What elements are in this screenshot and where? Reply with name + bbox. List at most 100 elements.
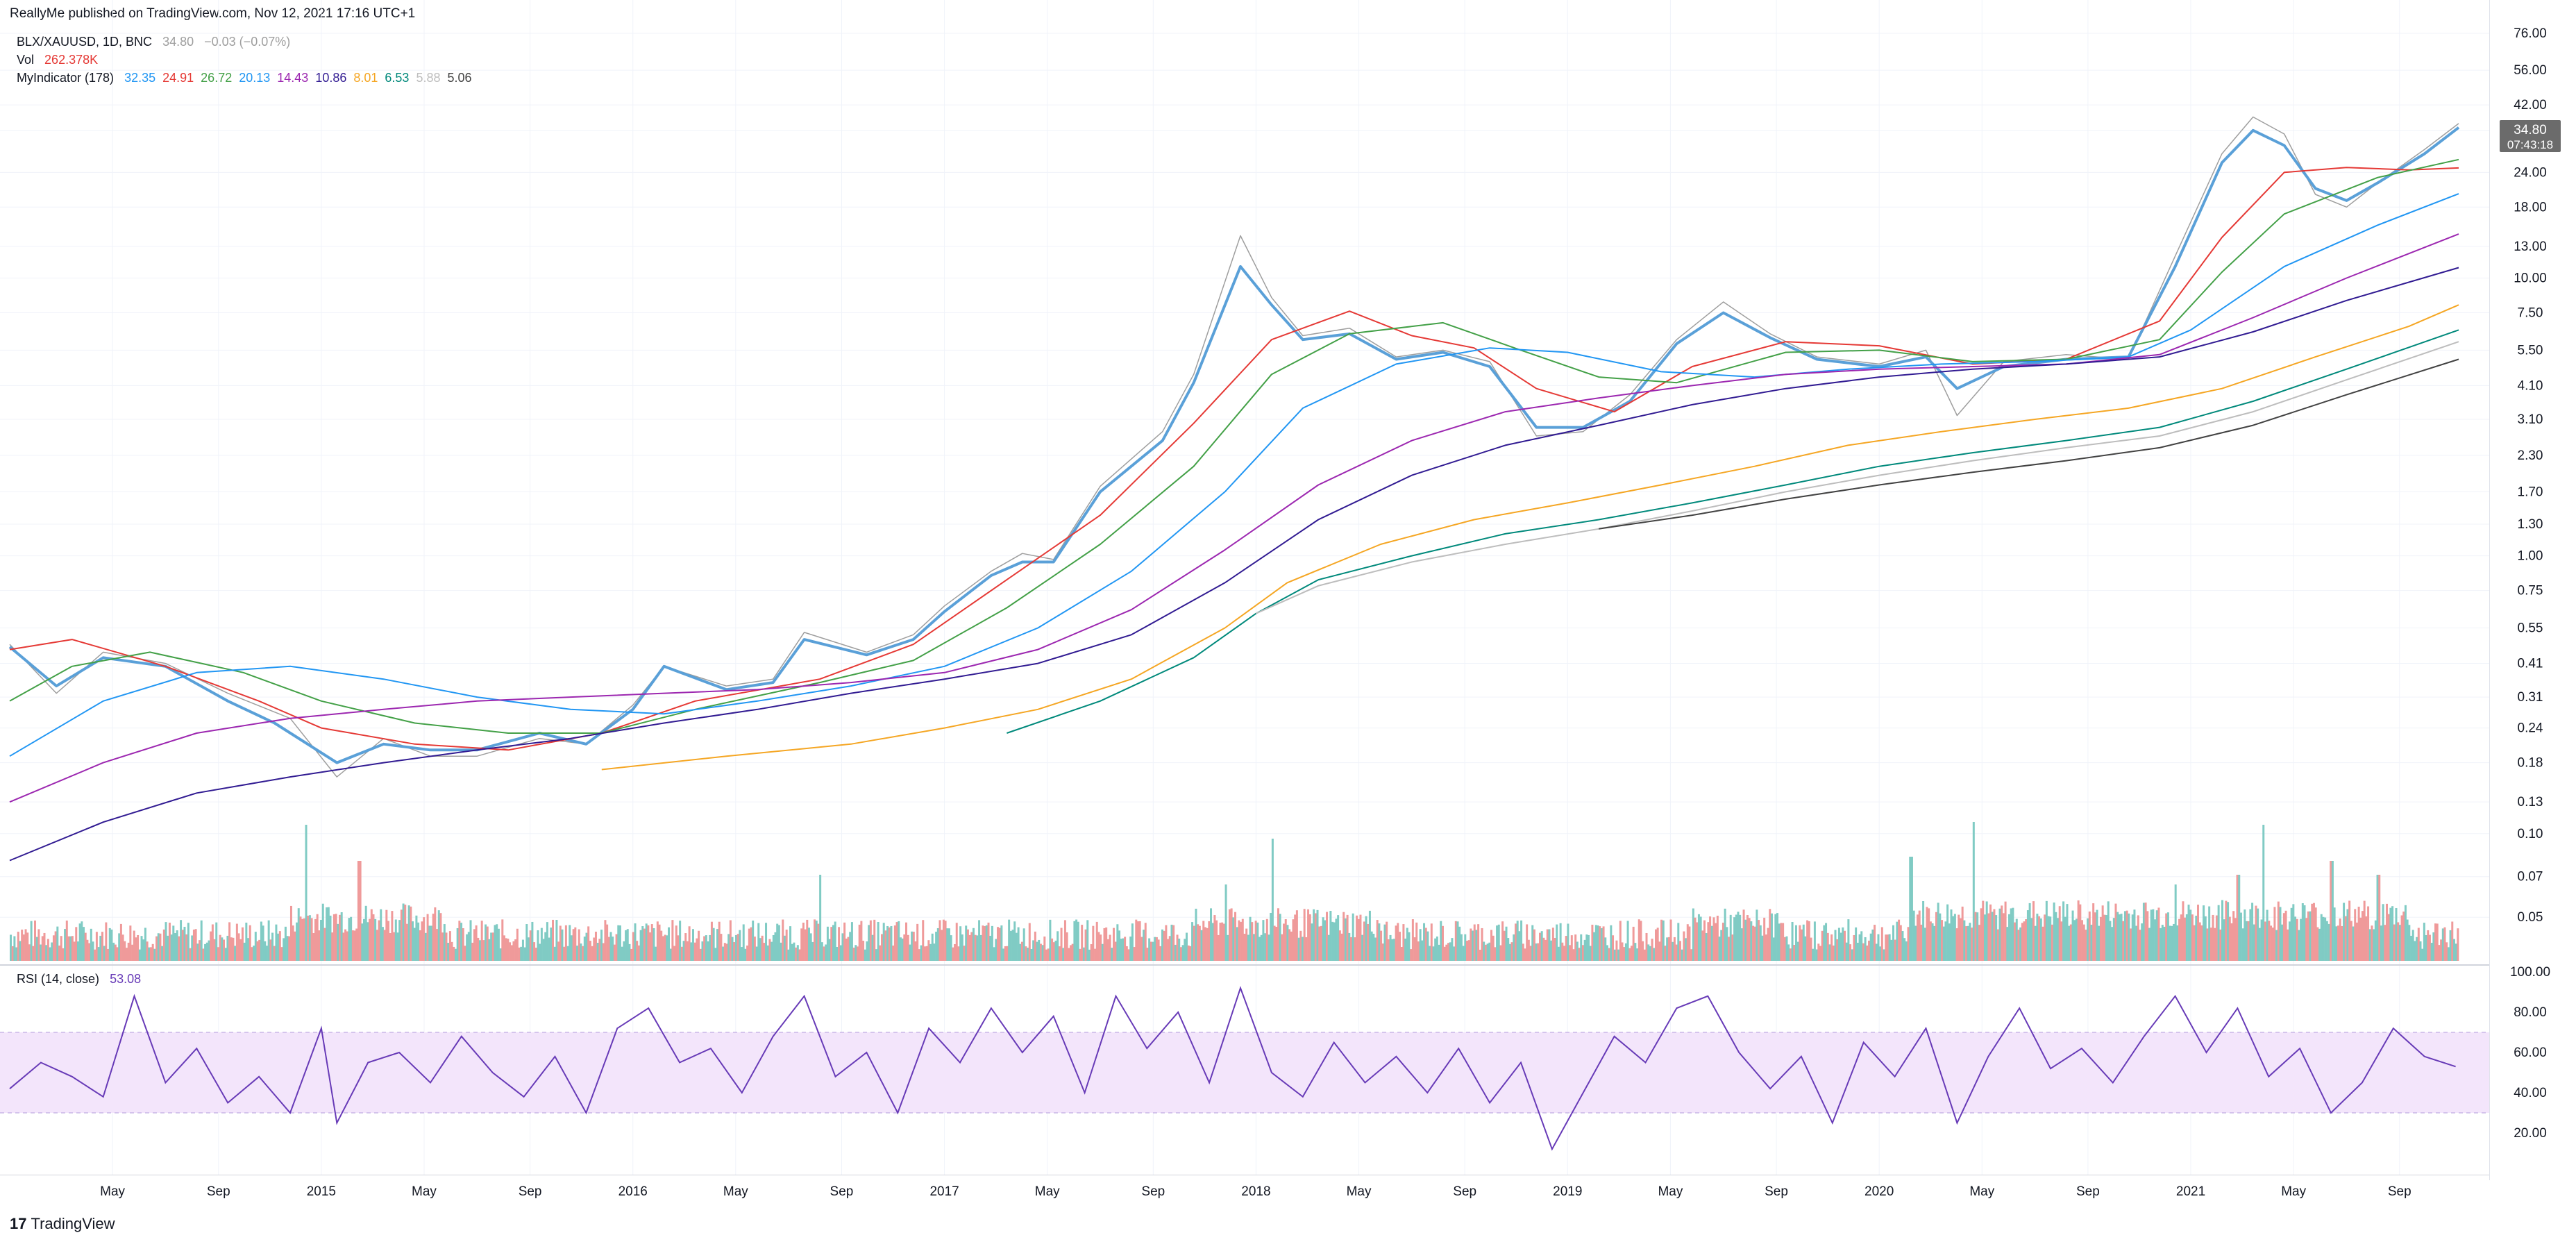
volume-bar <box>54 931 57 961</box>
volume-bar <box>86 939 89 961</box>
volume-bar <box>1186 932 1188 961</box>
volume-bar <box>1518 931 1521 961</box>
volume-bar <box>1885 934 1887 961</box>
volume-bar <box>1572 949 1575 961</box>
volume-bar <box>2314 907 2317 961</box>
volume-bar <box>202 948 205 961</box>
volume-bar <box>326 907 328 961</box>
volume-bar <box>2032 901 2035 961</box>
volume-bar <box>1683 931 1685 961</box>
volume-bar <box>488 939 491 961</box>
volume-bar <box>1392 939 1395 961</box>
tradingview-footer[interactable]: 17 TradingView <box>10 1214 115 1234</box>
volume-bar <box>630 948 633 961</box>
volume-bar <box>877 921 879 961</box>
volume-bar <box>1589 946 1592 961</box>
volume-bar <box>376 930 378 961</box>
volume-bar <box>666 935 668 961</box>
volume-bar <box>1761 935 1764 961</box>
volume-bar <box>1210 908 1213 961</box>
volume-bar <box>1249 916 1252 961</box>
volume-bar <box>1963 920 1966 961</box>
volume-bar <box>194 929 197 961</box>
volume-bar <box>1241 918 1244 961</box>
volume-bar <box>1559 923 1562 961</box>
volume-bar <box>862 940 865 961</box>
volume-bar <box>849 932 852 961</box>
volume-bar <box>2030 918 2033 961</box>
volume-bar <box>1447 943 1450 961</box>
volume-bar <box>1000 925 1003 961</box>
volume-bar <box>963 946 966 961</box>
volume-bar <box>686 941 689 961</box>
volume-bar <box>765 923 768 961</box>
volume-bar <box>2371 925 2373 961</box>
volume-bar <box>979 934 982 961</box>
volume-bar <box>1017 927 1020 961</box>
volume-bar <box>1389 934 1392 961</box>
volume-bar <box>2411 930 2414 961</box>
volume-bar <box>2038 916 2041 961</box>
volume-bar <box>847 937 850 961</box>
volume-bar <box>1157 939 1160 961</box>
volume-bar <box>966 929 969 961</box>
volume-bar <box>705 935 707 961</box>
volume-bar <box>593 937 596 961</box>
volume-bar <box>2103 914 2106 961</box>
volume-bar <box>1724 908 1726 961</box>
volume-bar <box>1507 938 1510 961</box>
volume-bar <box>684 933 687 961</box>
volume-bar <box>2161 925 2164 961</box>
volume-bar <box>815 921 818 961</box>
volume-bar <box>1828 944 1831 961</box>
volume-bar <box>1678 941 1681 961</box>
price-tick-label: 0.10 <box>2518 827 2543 841</box>
last-price-tag: 34.80 07:43:18 <box>2500 120 2561 152</box>
volume-bar <box>748 928 750 961</box>
volume-bar <box>292 925 294 961</box>
volume-bar <box>1510 942 1513 961</box>
volume-bar <box>1034 931 1036 961</box>
volume-bar <box>40 944 42 961</box>
volume-bar <box>1922 900 1925 961</box>
volume-bar <box>32 946 35 961</box>
volume-bar <box>2028 903 2031 961</box>
volume-bar <box>890 925 893 961</box>
volume-bar <box>625 930 628 961</box>
volume-bar <box>1594 925 1597 961</box>
volume-bar <box>237 933 240 961</box>
volume-bar <box>1799 925 1801 961</box>
volume-bar <box>56 926 59 961</box>
volume-bar <box>277 933 280 961</box>
legend-indicator-value: 10.86 <box>315 71 347 85</box>
volume-bar <box>1062 948 1065 961</box>
volume-bar <box>1823 925 1826 961</box>
volume-bar <box>800 928 803 961</box>
volume-bar <box>1810 937 1812 961</box>
volume-bar <box>2451 921 2454 961</box>
series-line <box>9 267 2459 862</box>
volume-bar <box>948 928 950 961</box>
volume-bar <box>950 935 952 961</box>
volume-bar <box>989 935 992 961</box>
volume-bar <box>782 919 784 961</box>
time-tick-label: Sep <box>2388 1184 2411 1199</box>
volume-bar <box>170 934 173 961</box>
volume-bar <box>2357 907 2360 961</box>
volume-bar <box>1254 921 1257 961</box>
volume-bar <box>946 928 949 961</box>
volume-bar <box>1953 914 1956 961</box>
volume-bar <box>88 943 91 961</box>
volume-bar <box>230 937 233 961</box>
volume-bar <box>1705 932 1708 961</box>
volume-bar <box>1143 930 1145 961</box>
volume-bar <box>95 932 98 961</box>
volume-bar <box>2157 907 2160 961</box>
volume-bar <box>2316 927 2319 961</box>
volume-bar <box>2122 921 2125 961</box>
volume-bar <box>2217 905 2220 961</box>
volume-bar <box>297 908 300 961</box>
volume-bar <box>1453 946 1456 961</box>
volume-bar <box>2443 927 2446 961</box>
